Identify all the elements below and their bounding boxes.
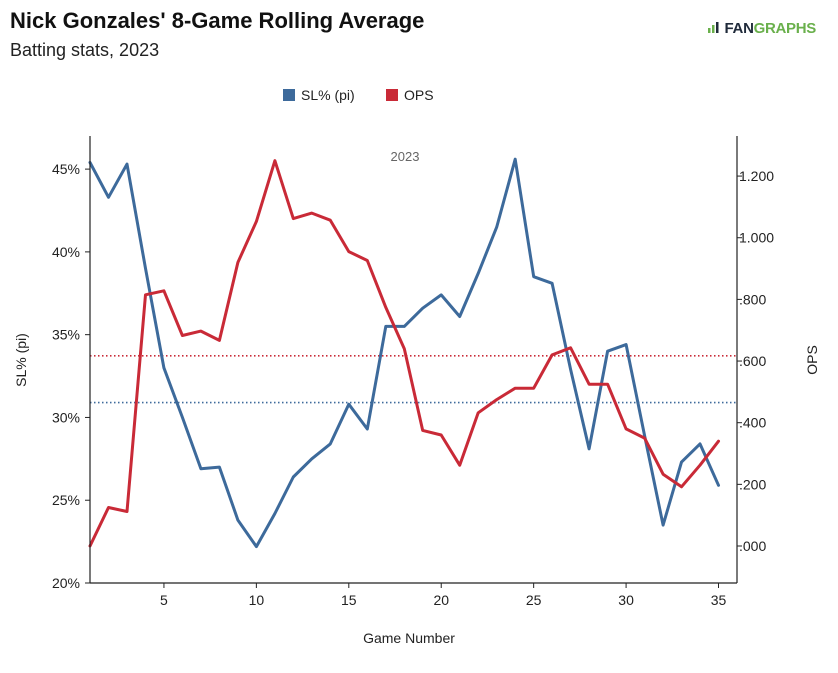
sl-pct-line — [88, 157, 720, 549]
logo-text-fan: FAN — [724, 20, 754, 37]
y-left-tick-label: 40% — [52, 244, 80, 260]
x-tick-label: 35 — [711, 592, 727, 608]
chart-title: Nick Gonzales' 8-Game Rolling Average — [10, 8, 425, 33]
y-left-tick-label: 45% — [52, 161, 80, 177]
y-right-tick-label: .200 — [739, 476, 766, 492]
y-left-tick-label: 20% — [52, 575, 80, 591]
y-right-tick-label: 1.000 — [739, 230, 774, 246]
x-tick-label: 15 — [341, 592, 357, 608]
x-tick-label: 25 — [526, 592, 542, 608]
y-right-tick-label: .600 — [739, 353, 766, 369]
x-tick-label: 20 — [433, 592, 449, 608]
x-tick-label: 30 — [618, 592, 634, 608]
ops-line — [88, 159, 720, 548]
y-axis-right-title: OPS — [804, 345, 820, 375]
fangraphs-logo: FANGRAPHS — [707, 20, 817, 37]
y-axis-left-title: SL% (pi) — [13, 333, 29, 387]
legend-item-ops: OPS — [386, 87, 434, 103]
logo-text-graphs: GRAPHS — [753, 20, 817, 37]
x-axis-title: Game Number — [363, 630, 455, 646]
panel-label: 2023 — [391, 149, 420, 164]
y-left-tick-label: 35% — [52, 327, 80, 343]
chart-axes: 5 10 15 20 25 30 35 20% 25% 30% 35% 40% 45% .000 .200.… — [52, 136, 774, 608]
series-lines — [88, 157, 720, 549]
x-tick-label: 10 — [249, 592, 265, 608]
bar-chart-icon — [707, 22, 719, 33]
legend-swatch-sl-pct — [283, 89, 295, 101]
y-right-tick-label: .400 — [739, 415, 766, 431]
legend-label-ops: OPS — [404, 87, 434, 103]
y-right-tick-label: .800 — [739, 291, 766, 307]
y-right-tick-label: .000 — [739, 538, 766, 554]
legend-swatch-ops — [386, 89, 398, 101]
legend-label-sl-pct: SL% (pi) — [301, 87, 355, 103]
chart-legend: SL% (pi) OPS — [283, 87, 434, 103]
legend-item-sl-pct: SL% (pi) — [283, 87, 355, 103]
y-left-tick-label: 25% — [52, 492, 80, 508]
chart-subtitle: Batting stats, 2023 — [10, 40, 160, 60]
y-right-tick-label: 1.200 — [739, 168, 774, 184]
x-tick-label: 5 — [160, 592, 168, 608]
y-left-tick-label: 30% — [52, 409, 80, 425]
